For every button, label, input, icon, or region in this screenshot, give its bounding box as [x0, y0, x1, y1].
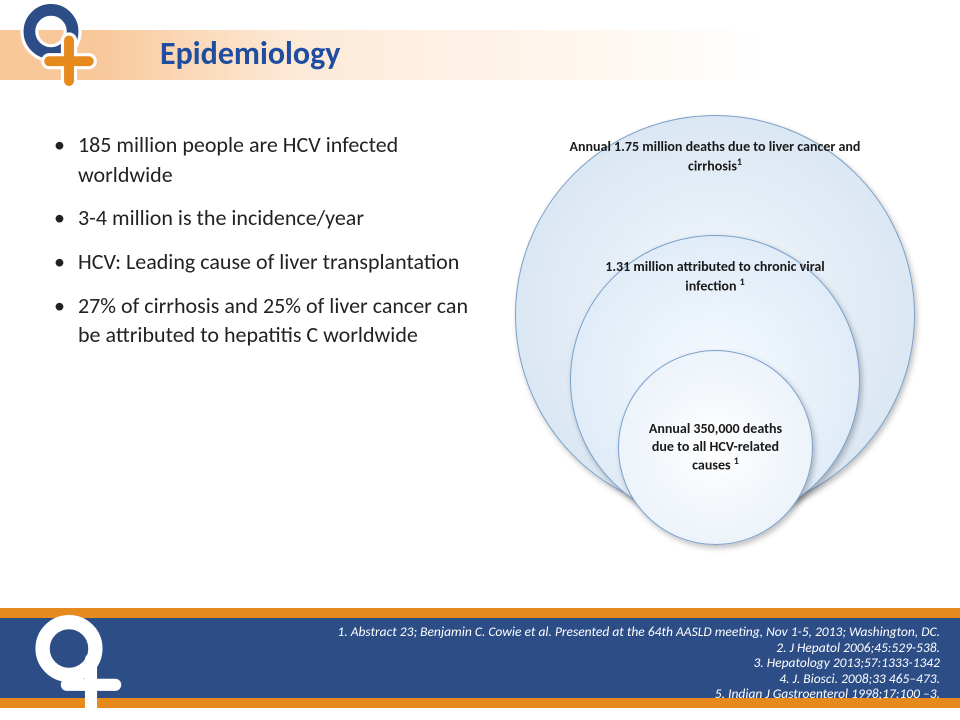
footer-logo-icon: [25, 610, 135, 720]
page-title: Epidemiology: [160, 34, 340, 73]
circle-outer-label: Annual 1.75 million deaths due to liver …: [556, 138, 874, 175]
reference-line: 5. Indian J Gastroenterol 1998;17:100 –3…: [0, 686, 940, 702]
circle-inner-label: Annual 350,000 deaths due to all HCV-rel…: [638, 420, 792, 474]
bullet-item: 185 million people are HCV infected worl…: [50, 130, 480, 189]
reference-line: 4. J. Biosci. 2008;33 465–473.: [0, 671, 940, 687]
reference-line: 2. J Hepatol 2006;45:529-538.: [0, 640, 940, 656]
reference-line: 1. Abstract 23; Benjamin C. Cowie et al.…: [0, 624, 940, 640]
reference-line: 3. Hepatology 2013;57:1333-1342: [0, 655, 940, 671]
bullet-list: 185 million people are HCV infected worl…: [50, 130, 480, 350]
bullet-item: 27% of cirrhosis and 25% of liver cancer…: [50, 291, 480, 350]
bullet-list-container: 185 million people are HCV infected worl…: [50, 130, 480, 364]
nested-circle-diagram: Annual 1.75 million deaths due to liver …: [495, 105, 935, 545]
footer-references: 1. Abstract 23; Benjamin C. Cowie et al.…: [0, 618, 960, 698]
circle-inner: Annual 350,000 deaths due to all HCV-rel…: [618, 350, 813, 545]
bullet-item: HCV: Leading cause of liver transplantat…: [50, 247, 480, 277]
header-logo-icon: [15, 0, 105, 90]
bullet-item: 3-4 million is the incidence/year: [50, 203, 480, 233]
header-band: [0, 30, 960, 80]
circle-middle-label: 1.31 million attributed to chronic viral…: [600, 258, 830, 295]
